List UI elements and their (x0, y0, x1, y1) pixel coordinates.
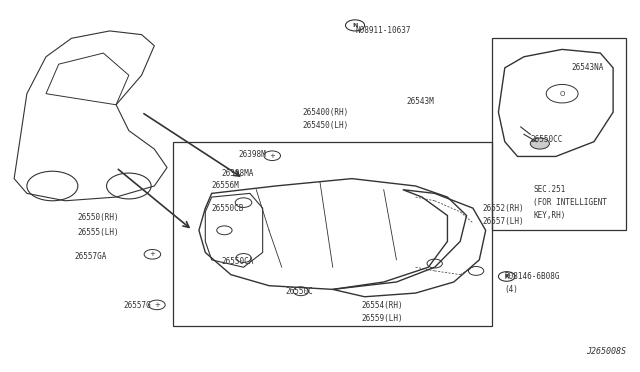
Text: (FOR INTELLIGENT: (FOR INTELLIGENT (534, 198, 607, 207)
Text: 26550CA: 26550CA (221, 257, 253, 266)
Text: O: O (559, 91, 565, 97)
Text: SEC.251: SEC.251 (534, 185, 566, 194)
Text: 26550C: 26550C (285, 287, 313, 296)
Text: 26550(RH): 26550(RH) (77, 213, 119, 222)
Text: 26556M: 26556M (212, 182, 239, 190)
Text: (4): (4) (505, 285, 518, 294)
Text: 26557(LH): 26557(LH) (483, 217, 524, 225)
Text: R: R (504, 274, 509, 279)
Text: +: + (154, 302, 160, 308)
Circle shape (531, 138, 549, 149)
Text: R08146-6B08G: R08146-6B08G (505, 272, 560, 281)
Text: 26543NA: 26543NA (572, 63, 604, 72)
Text: 26559(LH): 26559(LH) (362, 314, 403, 323)
Text: 26552(RH): 26552(RH) (483, 203, 524, 213)
Text: N08911-10637: N08911-10637 (355, 26, 410, 35)
Text: 26555(LH): 26555(LH) (77, 228, 119, 237)
Bar (492, 38, 626, 230)
Text: 26554(RH): 26554(RH) (362, 301, 403, 311)
Text: KEY,RH): KEY,RH) (534, 211, 566, 220)
Text: +: + (150, 251, 156, 257)
Text: 26398MA: 26398MA (221, 169, 253, 177)
Text: 265450(LH): 265450(LH) (303, 121, 349, 129)
Text: 26550CC: 26550CC (531, 135, 563, 144)
Text: 26557G: 26557G (124, 301, 151, 311)
Text: 26398M: 26398M (238, 150, 266, 159)
Text: 26550CB: 26550CB (212, 203, 244, 213)
Bar (173, 142, 492, 326)
Text: 26543M: 26543M (406, 97, 434, 106)
Text: N: N (353, 23, 358, 28)
Text: 26557GA: 26557GA (74, 251, 106, 261)
Text: +: + (269, 153, 275, 159)
Text: 265400(RH): 265400(RH) (303, 108, 349, 117)
Text: J265008S: J265008S (586, 347, 626, 356)
